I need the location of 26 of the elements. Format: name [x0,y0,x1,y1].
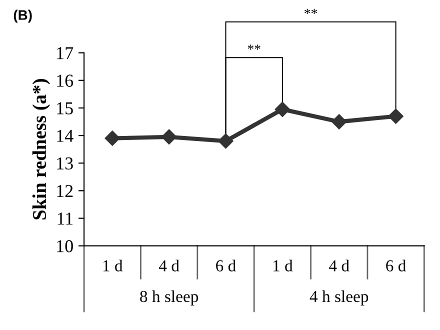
point [104,130,120,146]
text: 8 h sleep [140,290,198,306]
x-tick-label: 4 d [329,260,350,272]
point [162,129,177,144]
text: ** [248,44,260,50]
y-tick-label: 12 [57,185,73,197]
point [332,114,347,130]
y-tick-label: 13 [57,157,73,170]
point [274,102,290,117]
x-tick-label: 6 d [386,260,406,272]
y-tick-label: 10 [57,240,73,252]
y-tick-label: 14 [57,130,74,142]
y-tick-label: 15 [57,102,73,114]
x-tick-label: 1 d [103,260,123,272]
y-tick-label: 17 [57,47,74,60]
text: (B) [14,10,32,23]
y-tick-label: 11 [58,212,73,225]
text: ** [304,8,318,14]
y-tick-label: 16 [57,74,74,87]
x-tick-label: 4 d [158,260,180,272]
point [388,108,404,124]
y-axis-title: Skin redness (a*) [32,79,50,220]
x-tick-label: 1 d [273,260,293,272]
point [218,133,234,149]
text: 4 h sleep [310,290,368,306]
x-tick-label: 6 d [216,260,236,272]
